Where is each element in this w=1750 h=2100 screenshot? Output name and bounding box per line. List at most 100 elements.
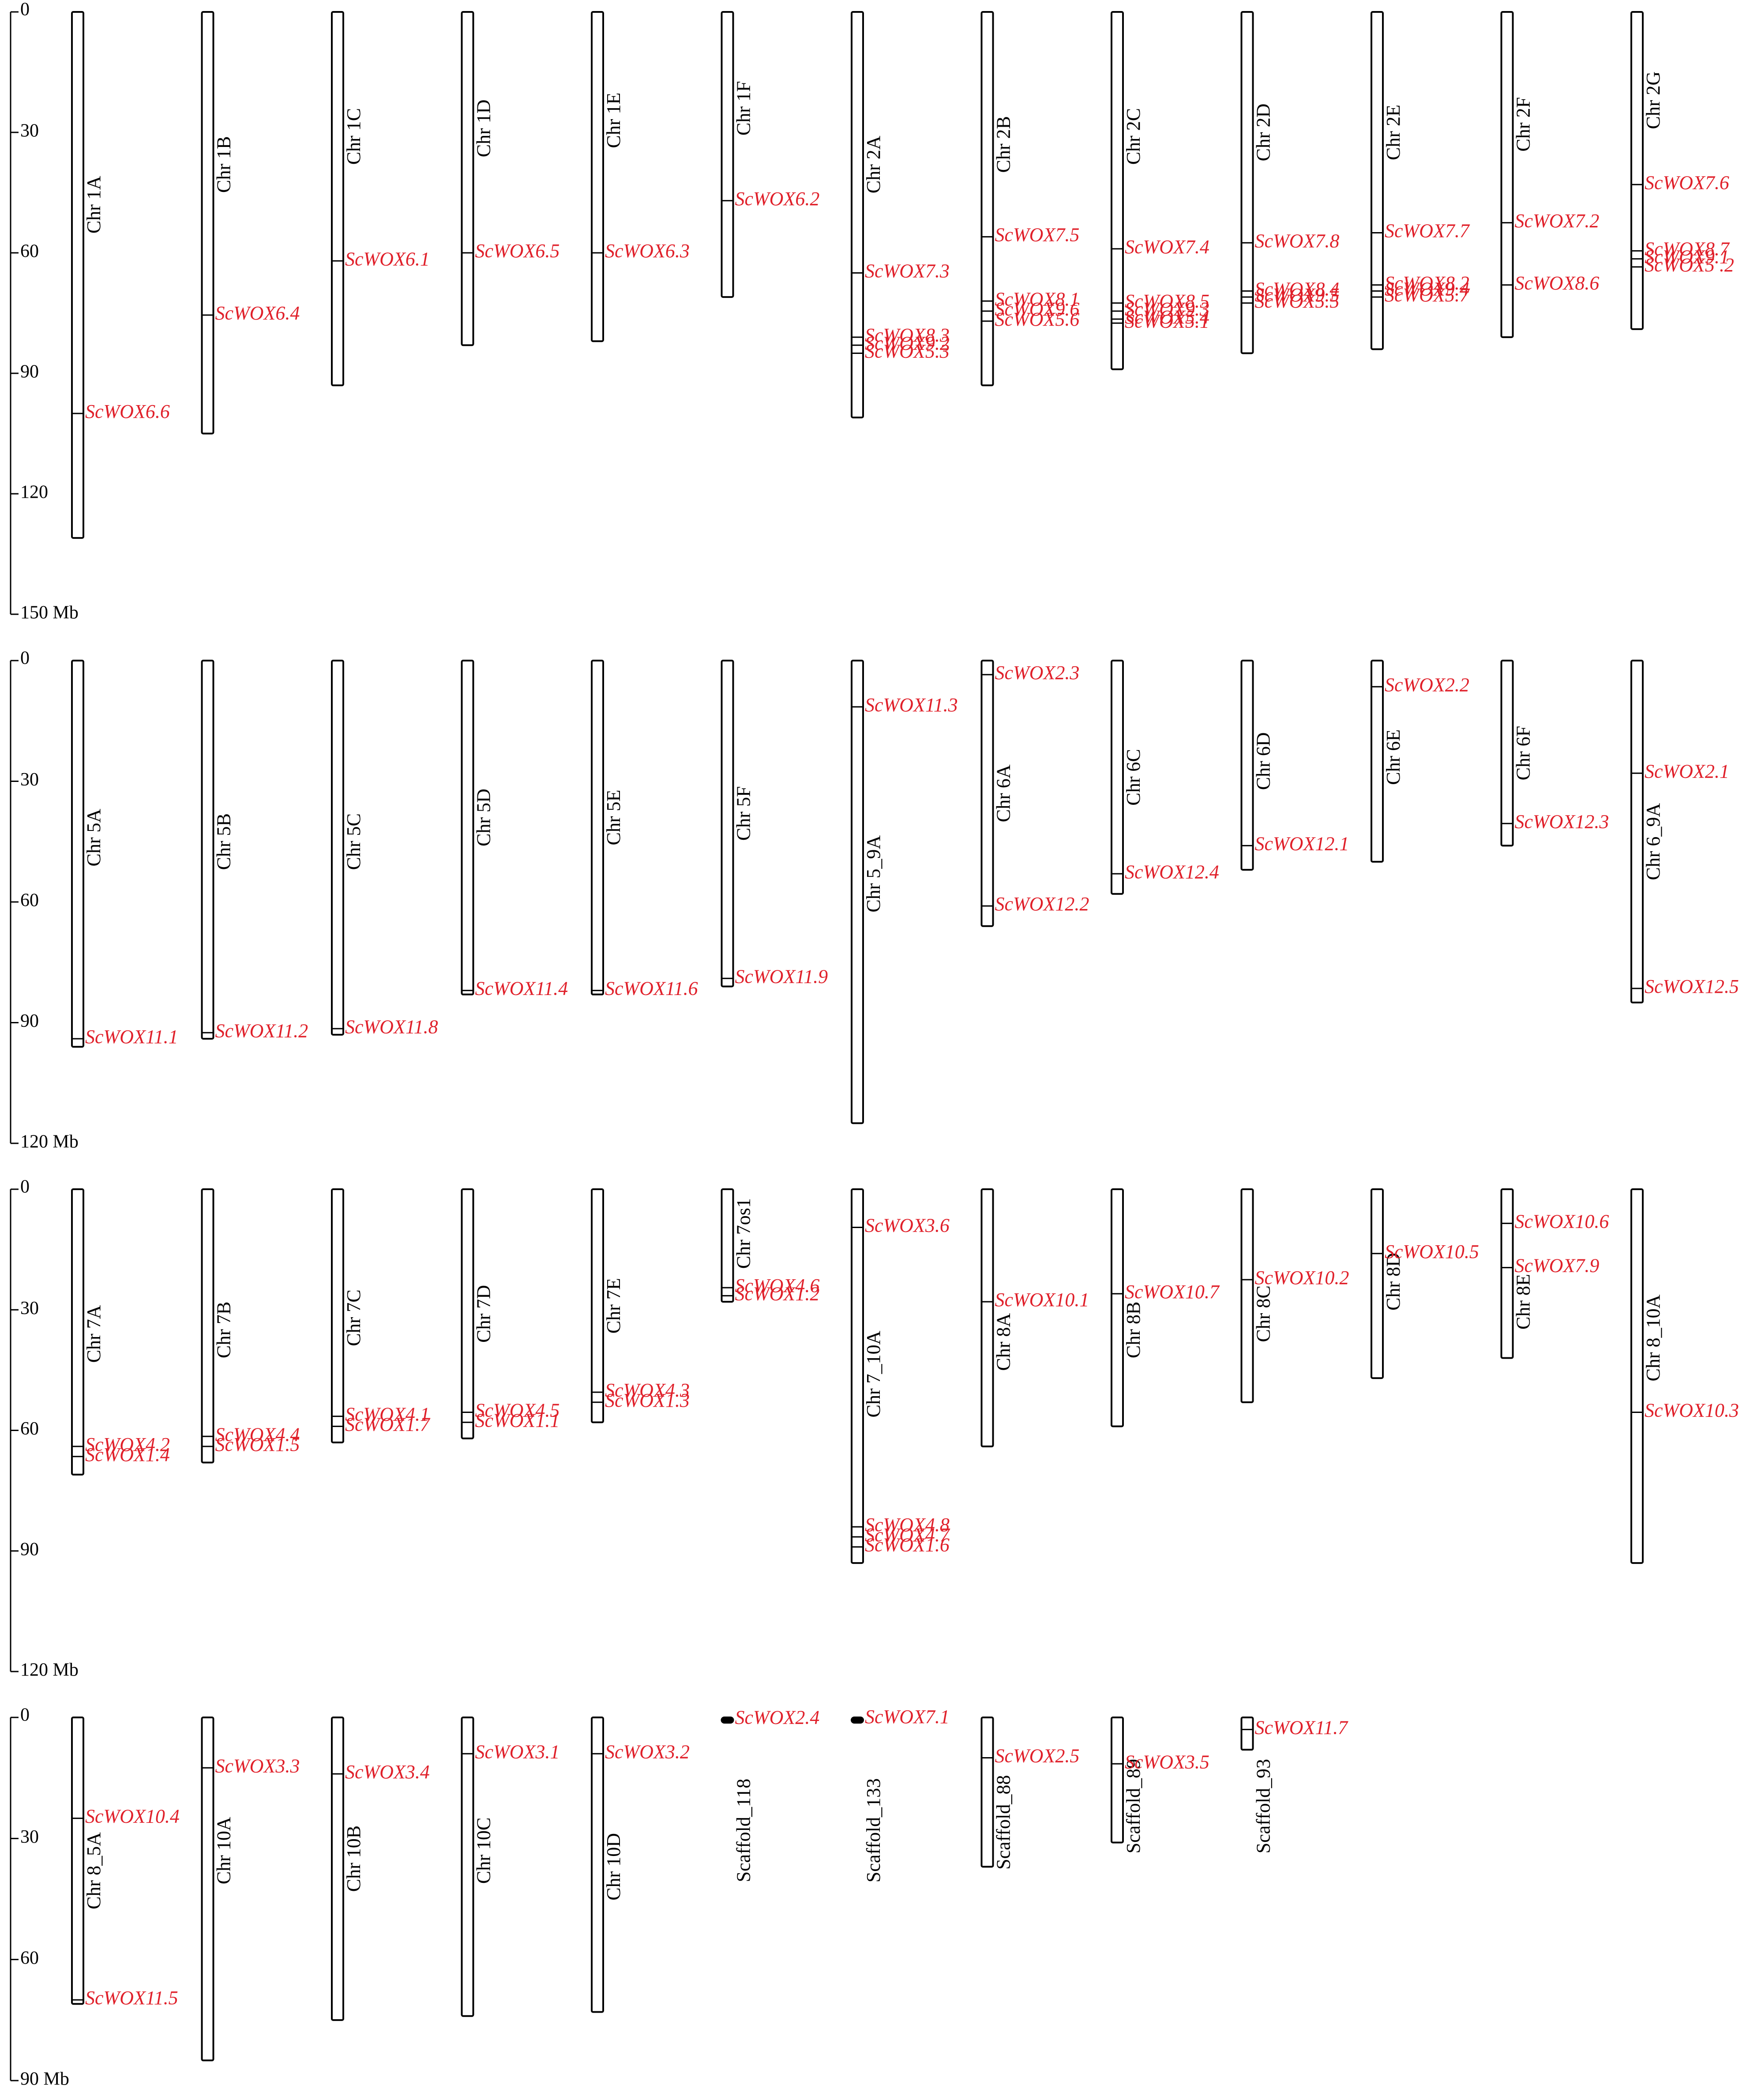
chromosome-bar xyxy=(1111,660,1124,895)
scale-tick-label: 60 xyxy=(20,890,39,911)
chromosome-label: Chr 6F xyxy=(1513,726,1534,780)
gene-label: ScWOX4.6 xyxy=(735,1275,820,1296)
gene-label: ScWOX9.2 xyxy=(865,332,950,354)
gene-label: ScWOX12.1 xyxy=(1255,833,1349,854)
scale-tick-label: 90 xyxy=(20,362,39,382)
gene-label: ScWOX6.5 xyxy=(475,240,560,262)
gene-label: ScWOX11.1 xyxy=(85,1026,178,1048)
scale-tick-label: 30 xyxy=(20,770,39,790)
gene-label: ScWOX11.7 xyxy=(1255,1717,1349,1739)
gene-label: ScWOX2.3 xyxy=(995,662,1080,684)
chromosome-label: Chr 7A xyxy=(83,1305,105,1363)
gene-label: ScWOX7.5 xyxy=(995,224,1080,246)
chromosome-bar xyxy=(331,660,344,1036)
chromosome-bar xyxy=(851,660,864,1124)
chromosome-bar xyxy=(1630,11,1644,330)
chromosome-label: Chr 1E xyxy=(603,93,624,148)
chromosome-bar xyxy=(1240,1717,1254,1751)
chromosome-label: Chr 2D xyxy=(1253,104,1274,162)
chromosome-label: Scaffold_133 xyxy=(863,1778,884,1882)
chromosome-label: Chr 10D xyxy=(603,1833,624,1901)
gene-label: ScWOX12.2 xyxy=(995,893,1089,915)
gene-label: ScWOX12.4 xyxy=(1125,861,1219,883)
chromosome-label: Chr 5C xyxy=(343,813,364,870)
chromosome-label: Chr 6_9A xyxy=(1642,803,1664,880)
chromosome-label: Chr 5F xyxy=(733,786,755,841)
chromosome-label: Chr 8A xyxy=(993,1313,1014,1371)
gene-label: ScWOX4.5 xyxy=(475,1400,560,1421)
chromosome-bar xyxy=(461,1717,474,2017)
chromosome-bar xyxy=(1111,1717,1124,1844)
chromosome-bar xyxy=(1240,11,1254,354)
chromosome-label: Chr 1B xyxy=(213,136,235,193)
chromosome-label: Chr 2A xyxy=(863,135,884,193)
chromosome-label: Chr 8_10A xyxy=(1642,1294,1664,1381)
gene-label: ScWOX7.7 xyxy=(1385,220,1470,242)
chromosome-label: Chr 1D xyxy=(473,100,495,158)
scale-tick-label: 60 xyxy=(20,1948,39,1968)
chromosome-label: Chr 2E xyxy=(1382,105,1404,160)
chromosome-bar xyxy=(201,1717,214,2062)
chromosome-label: Chr 5E xyxy=(603,790,624,845)
gene-label: ScWOX3.3 xyxy=(215,1755,300,1777)
gene-label: ScWOX7.4 xyxy=(1125,236,1209,258)
gene-label: ScWOX3.1 xyxy=(475,1741,560,1762)
gene-label: ScWOX7.2 xyxy=(1515,210,1600,232)
gene-label: ScWOX5.5 xyxy=(1255,290,1340,312)
gene-label: ScWOX8.4 xyxy=(1255,278,1340,300)
chromosome-bar xyxy=(71,11,84,539)
chromosome-bar xyxy=(461,11,474,346)
chromosome-bar xyxy=(980,11,994,387)
chromosome-label: Chr 1A xyxy=(83,176,105,233)
chromosome-bar xyxy=(721,660,734,988)
gene-label: ScWOX5.7 xyxy=(1385,284,1470,306)
chromosome-bar xyxy=(1371,660,1384,863)
chromosome-label: Chr 6D xyxy=(1253,733,1274,790)
scale-tick-label: 30 xyxy=(20,1827,39,1847)
gene-label: ScWOX9.1 xyxy=(1645,246,1729,268)
gene-label: ScWOX11.9 xyxy=(735,965,828,987)
chromosome-label: Chr 7D xyxy=(473,1285,495,1343)
gene-label: ScWOX4.1 xyxy=(345,1404,430,1425)
gene-label: ScWOX1.3 xyxy=(605,1390,690,1411)
scale-tick-label: 90 Mb xyxy=(20,2069,69,2089)
gene-label: ScWOX1.4 xyxy=(85,1444,170,1465)
gene-label: ScWOX3.2 xyxy=(605,1741,690,1762)
chromosome-bar xyxy=(591,660,604,996)
chromosome-label: Chr 5_9A xyxy=(863,835,884,913)
gene-label: ScWOX5.4 xyxy=(1125,306,1209,328)
chromosome-bar xyxy=(980,1188,994,1447)
gene-label: ScWOX11.6 xyxy=(605,978,698,999)
scale-tick-label: 120 Mb xyxy=(20,1132,79,1152)
gene-label: ScWOX3.4 xyxy=(345,1761,430,1783)
gene-label: ScWOX10.5 xyxy=(1385,1241,1479,1262)
gene-label: ScWOX7.3 xyxy=(865,260,950,282)
chromosome-bar xyxy=(1240,660,1254,871)
scale-tick-label: 0 xyxy=(20,1177,30,1197)
gene-label: ScWOX5.1 xyxy=(1125,310,1209,332)
chromosome-label: Chr 7C xyxy=(343,1289,364,1346)
chromosome-label: Chr 6E xyxy=(1382,729,1404,785)
gene-label: ScWOX6.3 xyxy=(605,240,690,262)
chromosome-label: Chr 10A xyxy=(213,1817,235,1884)
chromosome-bar xyxy=(1630,660,1644,1003)
chromosome-bar xyxy=(1371,1188,1384,1379)
chromosome-label: Chr 5D xyxy=(473,789,495,846)
chromosome-bar xyxy=(721,11,734,298)
chromosome-bar xyxy=(851,1188,864,1564)
chromosome-label: Scaffold_118 xyxy=(733,1779,755,1882)
gene-label: ScWOX2.4 xyxy=(735,1707,820,1728)
scale-tick-label: 60 xyxy=(20,241,39,262)
chromosome-bar xyxy=(71,1717,84,2005)
chromosome-bar xyxy=(980,1717,994,1868)
chromosome-bar xyxy=(331,1717,344,2021)
chromosome-label: Chr 5A xyxy=(83,809,105,867)
chromosome-label: Scaffold_93 xyxy=(1253,1759,1274,1853)
chromosome-label: Chr 1C xyxy=(343,108,364,165)
gene-label: ScWOX11.2 xyxy=(215,1020,308,1041)
scale-tick-label: 0 xyxy=(20,0,30,20)
scale-tick-label: 0 xyxy=(20,648,30,669)
gene-label: ScWOX2.1 xyxy=(1645,760,1729,782)
gene-label: ScWOX12.3 xyxy=(1515,811,1609,832)
chromosome-bar xyxy=(71,660,84,1048)
